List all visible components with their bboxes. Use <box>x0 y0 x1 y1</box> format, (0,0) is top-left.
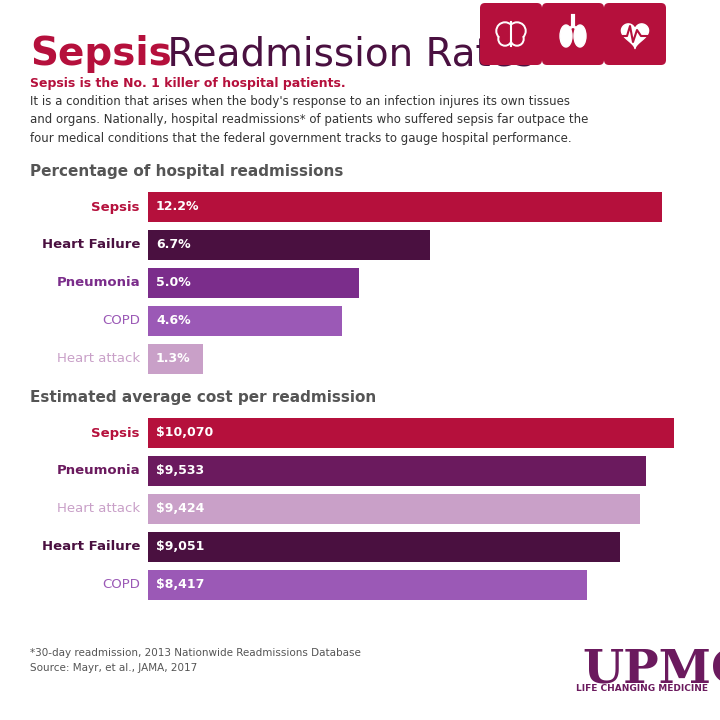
Ellipse shape <box>574 25 586 47</box>
FancyBboxPatch shape <box>604 3 666 65</box>
Bar <box>148 192 662 222</box>
Bar <box>148 268 359 298</box>
Text: 12.2%: 12.2% <box>156 200 199 214</box>
Text: Sepsis: Sepsis <box>30 35 172 73</box>
Text: $9,051: $9,051 <box>156 541 204 554</box>
Text: Estimated average cost per readmission: Estimated average cost per readmission <box>30 390 377 405</box>
Text: 4.6%: 4.6% <box>156 315 191 328</box>
Text: Heart Failure: Heart Failure <box>42 238 140 251</box>
Circle shape <box>498 24 512 38</box>
FancyBboxPatch shape <box>480 3 542 65</box>
Bar <box>148 456 646 486</box>
Text: *30-day readmission, 2013 Nationwide Readmissions Database: *30-day readmission, 2013 Nationwide Rea… <box>30 648 361 658</box>
Text: $9,533: $9,533 <box>156 464 204 477</box>
Text: UPMC: UPMC <box>582 648 720 694</box>
Circle shape <box>510 32 524 46</box>
Text: Readmission Rates: Readmission Rates <box>155 35 535 73</box>
Text: COPD: COPD <box>102 315 140 328</box>
Text: COPD: COPD <box>102 578 140 592</box>
Text: Pneumonia: Pneumonia <box>56 276 140 289</box>
Circle shape <box>508 22 526 40</box>
Text: LIFE CHANGING MEDICINE: LIFE CHANGING MEDICINE <box>576 684 708 693</box>
Circle shape <box>498 32 512 46</box>
Text: Heart Failure: Heart Failure <box>42 541 140 554</box>
Circle shape <box>510 24 524 38</box>
Text: Source: Mayr, et al., JAMA, 2017: Source: Mayr, et al., JAMA, 2017 <box>30 663 197 673</box>
Circle shape <box>512 34 522 44</box>
Bar <box>148 344 203 374</box>
FancyBboxPatch shape <box>542 3 604 65</box>
Text: Heart attack: Heart attack <box>57 503 140 516</box>
Text: 5.0%: 5.0% <box>156 276 191 289</box>
Bar <box>148 532 621 562</box>
Bar <box>148 230 431 260</box>
Text: 1.3%: 1.3% <box>156 353 191 366</box>
Bar <box>148 306 342 336</box>
Ellipse shape <box>560 25 572 47</box>
Text: $8,417: $8,417 <box>156 578 204 592</box>
Bar <box>148 570 588 600</box>
Text: Pneumonia: Pneumonia <box>56 464 140 477</box>
Text: Sepsis: Sepsis <box>91 426 140 439</box>
Text: Sepsis: Sepsis <box>91 200 140 214</box>
Text: Percentage of hospital readmissions: Percentage of hospital readmissions <box>30 164 343 179</box>
Polygon shape <box>621 24 649 48</box>
Circle shape <box>500 34 510 44</box>
Text: Sepsis is the No. 1 killer of hospital patients.: Sepsis is the No. 1 killer of hospital p… <box>30 77 346 90</box>
Text: Heart attack: Heart attack <box>57 353 140 366</box>
Bar <box>148 494 640 524</box>
Text: It is a condition that arises when the body's response to an infection injures i: It is a condition that arises when the b… <box>30 95 588 145</box>
Text: $10,070: $10,070 <box>156 426 213 439</box>
Text: $9,424: $9,424 <box>156 503 204 516</box>
Bar <box>148 418 673 448</box>
Circle shape <box>496 22 514 40</box>
Text: 6.7%: 6.7% <box>156 238 191 251</box>
